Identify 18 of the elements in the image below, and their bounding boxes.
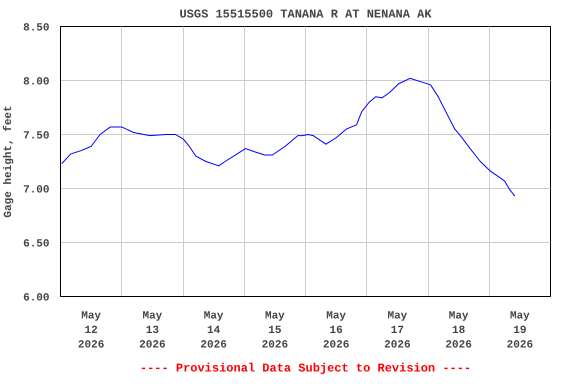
x-tick-label: May 15 2026 <box>262 310 288 352</box>
x-tick-label: May 19 2026 <box>506 310 534 352</box>
x-tick-label: May 18 2026 <box>445 310 472 352</box>
text: ---- Provisional Data Subject to Revision ---- <box>140 362 472 376</box>
x-tick-label: May 17 2026 <box>384 310 411 352</box>
y-tick-label: 6.50 <box>23 238 50 250</box>
x-tick-label: May 12 2026 <box>78 310 104 352</box>
y-tick-label: 8.50 <box>23 22 50 34</box>
y-axis-title: Gage height, feet <box>2 105 16 218</box>
chart-title: USGS 15515500 TANANA R AT NENANA AK <box>179 8 432 22</box>
line-series <box>61 78 516 197</box>
y-tick-label: 8.00 <box>23 76 50 88</box>
y-tick-label: 6.00 <box>23 292 50 304</box>
x-tick-label: May 14 2026 <box>200 310 227 352</box>
y-tick-label: 7.50 <box>23 130 50 142</box>
y-tick-label: 7.00 <box>23 184 50 196</box>
x-tick-label: May 16 2026 <box>322 310 350 352</box>
x-tick-label: May 13 2026 <box>139 310 166 352</box>
